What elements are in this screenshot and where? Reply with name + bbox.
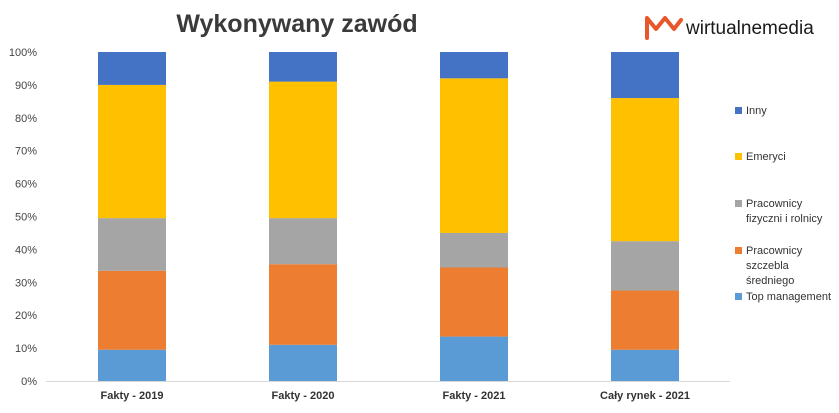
bar-segment bbox=[98, 52, 166, 85]
bar-segment bbox=[269, 264, 337, 345]
legend-item: Pracownicy szczebla średniego bbox=[735, 245, 803, 287]
legend-swatch bbox=[735, 200, 742, 207]
bar-segment bbox=[98, 349, 166, 381]
x-tick-label: Fakty - 2021 bbox=[443, 390, 506, 402]
legend-item: Inny bbox=[735, 105, 767, 117]
chart-title: Wykonywany zawód bbox=[176, 10, 417, 38]
bar-segment bbox=[269, 81, 337, 219]
legend-item: Pracownicy fizyczni i rolnicy bbox=[735, 198, 823, 225]
y-tick-label: 70% bbox=[15, 146, 37, 158]
legend-swatch bbox=[735, 107, 742, 114]
y-tick-label: 0% bbox=[21, 376, 37, 388]
plot-area bbox=[98, 52, 679, 381]
legend-item: Emeryci bbox=[735, 151, 786, 163]
bar-segment bbox=[269, 344, 337, 381]
bar-stack bbox=[611, 52, 679, 381]
brand-logo-icon bbox=[645, 16, 683, 40]
bar-segment bbox=[440, 52, 508, 79]
y-tick-label: 40% bbox=[15, 244, 37, 256]
x-tick-label: Cały rynek - 2021 bbox=[600, 390, 690, 402]
y-tick-label: 30% bbox=[15, 277, 37, 289]
bar-segment bbox=[440, 336, 508, 381]
legend-swatch bbox=[735, 247, 742, 254]
y-tick-label: 10% bbox=[15, 343, 37, 355]
bar-segment bbox=[611, 52, 679, 99]
legend-swatch bbox=[735, 153, 742, 160]
bar-segment bbox=[98, 218, 166, 271]
legend-label: Top management bbox=[746, 291, 831, 303]
bar-segment bbox=[611, 349, 679, 381]
bar-segment bbox=[440, 78, 508, 233]
x-axis: Fakty - 2019 Fakty - 2020 Fakty - 2021 Cały… bbox=[46, 381, 730, 402]
bar-segment bbox=[269, 218, 337, 265]
bar-segment bbox=[98, 270, 166, 350]
bar-segment bbox=[440, 232, 508, 268]
bar-segment bbox=[611, 241, 679, 291]
legend-label: Emeryci bbox=[746, 151, 786, 163]
legend-item: Top management bbox=[735, 291, 831, 303]
legend-label: Inny bbox=[746, 105, 767, 117]
y-tick-label: 20% bbox=[15, 310, 37, 322]
y-tick-label: 100% bbox=[9, 47, 37, 59]
brand-logo: wirtualnemedia bbox=[645, 16, 814, 40]
bar-segment bbox=[611, 290, 679, 350]
bar-stack bbox=[440, 52, 508, 381]
x-tick-label: Fakty - 2019 bbox=[101, 390, 164, 402]
brand-name: wirtualnemedia bbox=[685, 18, 814, 39]
bar-stack bbox=[269, 52, 337, 381]
bar-segment bbox=[611, 98, 679, 242]
bar-segment bbox=[269, 52, 337, 82]
y-axis: 0% 10% 20% 30% 40% 50% 60% 70% 80% 90% 100% bbox=[9, 47, 37, 388]
legend-label: Pracownicy bbox=[746, 198, 803, 210]
y-tick-label: 50% bbox=[15, 212, 37, 224]
bar-segment bbox=[440, 267, 508, 337]
legend-label: średniego bbox=[746, 275, 794, 287]
bar-stack bbox=[98, 52, 166, 381]
legend-swatch bbox=[735, 293, 742, 300]
legend-label: szczebla bbox=[746, 260, 790, 272]
y-tick-label: 80% bbox=[15, 113, 37, 125]
legend-label: fizyczni i rolnicy bbox=[746, 213, 823, 225]
legend-label: Pracownicy bbox=[746, 245, 803, 257]
y-tick-label: 90% bbox=[15, 80, 37, 92]
bar-segment bbox=[98, 84, 166, 219]
y-tick-label: 60% bbox=[15, 179, 37, 191]
x-tick-label: Fakty - 2020 bbox=[272, 390, 335, 402]
